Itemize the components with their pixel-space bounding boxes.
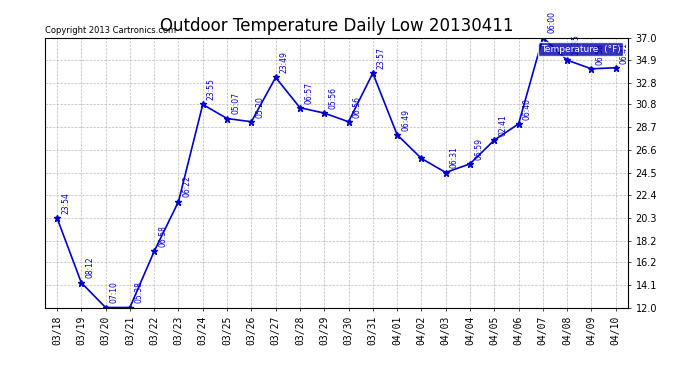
Text: 06:56: 06:56 bbox=[353, 96, 362, 118]
Legend: Temperature  (°F): Temperature (°F) bbox=[538, 42, 623, 56]
Text: 05:20: 05:20 bbox=[255, 96, 264, 118]
Text: 05:07: 05:07 bbox=[231, 92, 240, 114]
Text: 06:00: 06:00 bbox=[547, 11, 556, 33]
Text: 07:10: 07:10 bbox=[110, 282, 119, 303]
Text: 23:49: 23:49 bbox=[280, 51, 289, 73]
Text: 05:56: 05:56 bbox=[328, 87, 337, 109]
Text: 23:55: 23:55 bbox=[207, 78, 216, 100]
Text: 06:58: 06:58 bbox=[595, 43, 604, 64]
Text: 02:41: 02:41 bbox=[498, 114, 507, 136]
Title: Outdoor Temperature Daily Low 20130411: Outdoor Temperature Daily Low 20130411 bbox=[159, 16, 513, 34]
Text: 06:31: 06:31 bbox=[450, 147, 459, 168]
Text: 23:57: 23:57 bbox=[377, 47, 386, 69]
Text: Copyright 2013 Cartronics.com: Copyright 2013 Cartronics.com bbox=[45, 26, 176, 35]
Text: 06:40: 06:40 bbox=[523, 98, 532, 120]
Text: 05:38: 05:38 bbox=[134, 282, 143, 303]
Text: 06:49: 06:49 bbox=[402, 108, 411, 130]
Text: 06:58: 06:58 bbox=[158, 225, 168, 247]
Text: 06:41: 06:41 bbox=[620, 42, 629, 64]
Text: 08:12: 08:12 bbox=[86, 257, 95, 279]
Text: 06:22: 06:22 bbox=[183, 176, 192, 198]
Text: 23:54: 23:54 bbox=[61, 192, 70, 214]
Text: 06:59: 06:59 bbox=[474, 138, 483, 160]
Text: 06:57: 06:57 bbox=[304, 81, 313, 104]
Text: 02:35: 02:35 bbox=[571, 34, 580, 56]
